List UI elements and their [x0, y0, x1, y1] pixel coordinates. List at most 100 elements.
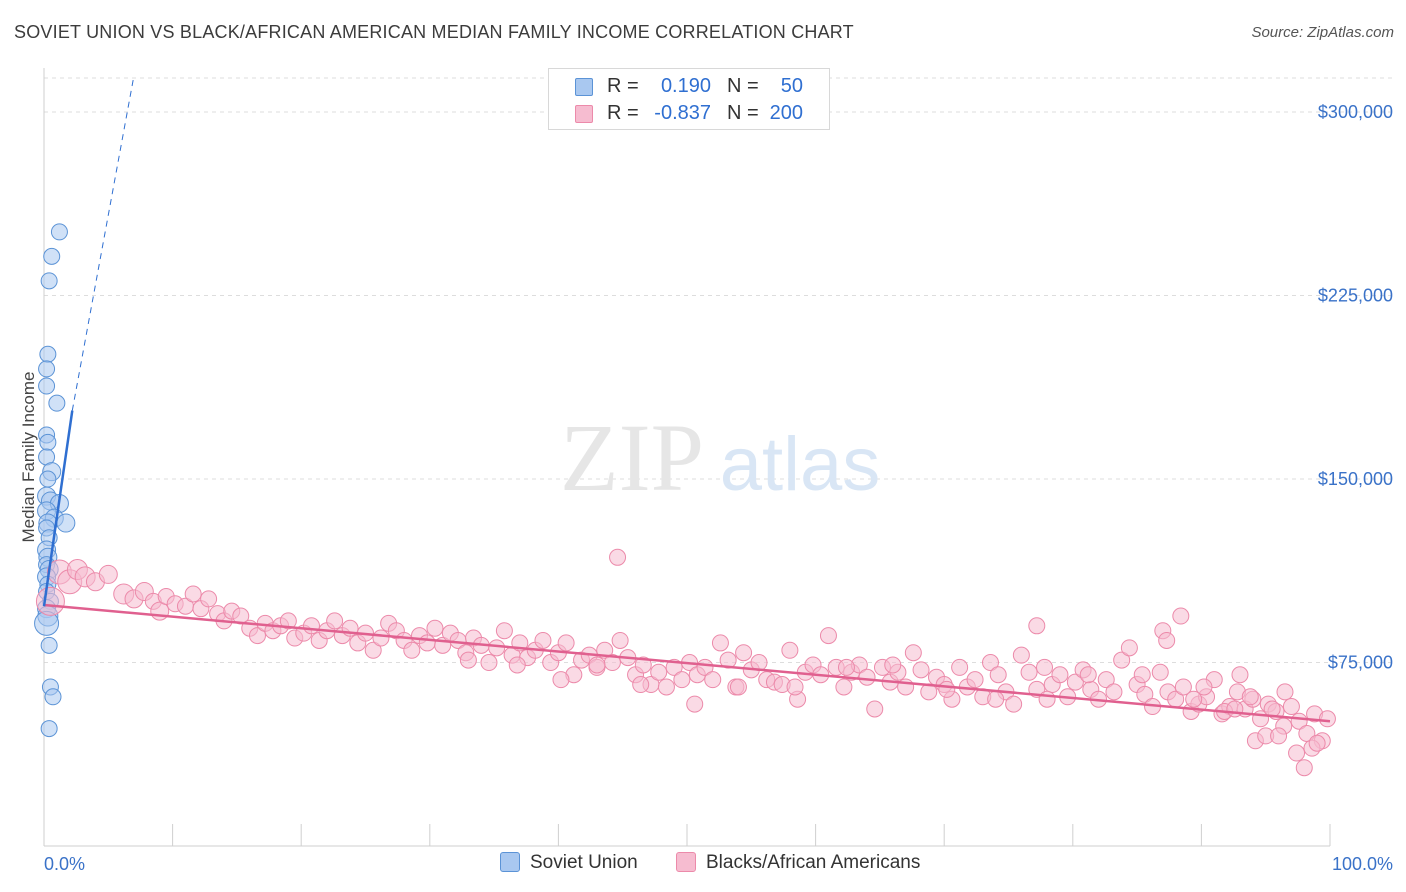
point-soviet	[38, 360, 56, 378]
point-black	[1231, 666, 1249, 684]
point-black	[248, 627, 266, 645]
point-black	[673, 671, 691, 689]
point-black	[1005, 695, 1023, 713]
trend-lines	[42, 75, 1331, 723]
point-black	[1036, 658, 1054, 676]
point-black	[858, 668, 876, 686]
point-black	[951, 658, 969, 676]
point-black	[1308, 734, 1326, 752]
legend-n-label: N =	[727, 102, 759, 124]
point-black	[735, 644, 753, 662]
point-black	[704, 671, 722, 689]
point-black	[1288, 744, 1306, 762]
point-black	[981, 654, 999, 672]
point-black	[1282, 698, 1300, 716]
point-black	[302, 617, 320, 635]
point-black	[1079, 666, 1097, 684]
legend-r-value: 0.190	[660, 75, 711, 97]
point-soviet	[43, 247, 61, 265]
watermark: ZIP atlas	[560, 404, 880, 511]
x-tick-label-right: 100.0%	[1332, 854, 1393, 874]
legend-n-value: 200	[769, 102, 803, 124]
trend-line-soviet	[42, 410, 74, 607]
point-black	[1158, 631, 1176, 649]
point-black	[1276, 683, 1294, 701]
y-axis-label: Median Family Income	[19, 371, 38, 542]
bottom-legend-swatch-black	[676, 852, 696, 872]
point-black	[1038, 690, 1056, 708]
point-black	[1051, 666, 1069, 684]
bottom-legend-black: Blacks/African Americans	[676, 852, 920, 874]
point-black	[1120, 639, 1138, 657]
point-black	[1295, 759, 1313, 777]
legend-swatch-soviet	[575, 78, 593, 96]
point-soviet	[39, 433, 57, 451]
point-black	[904, 644, 922, 662]
point-black	[1136, 685, 1154, 703]
point-black	[1151, 663, 1169, 681]
point-black	[1133, 666, 1151, 684]
watermark-atlas: atlas	[720, 422, 881, 507]
point-black	[835, 678, 853, 696]
point-black	[588, 656, 606, 674]
point-black	[1241, 688, 1259, 706]
legend-n-value: 50	[780, 75, 803, 97]
point-black	[364, 641, 382, 659]
point-black	[989, 666, 1007, 684]
legend-row-black: R = -0.837 N = 200	[549, 101, 829, 127]
point-black	[488, 639, 506, 657]
source-label: Source: ZipAtlas.com	[1251, 24, 1394, 41]
point-black	[837, 658, 855, 676]
point-soviet	[40, 720, 58, 738]
point-black	[1195, 678, 1213, 696]
point-black	[938, 680, 956, 698]
point-black	[1113, 651, 1131, 669]
point-black	[426, 619, 444, 637]
watermark-zip: ZIP	[560, 404, 704, 511]
point-black	[711, 634, 729, 652]
point-black	[459, 651, 477, 669]
point-black	[552, 671, 570, 689]
legend-r-label: R =	[607, 75, 639, 97]
y-tick-label: $75,000	[1328, 653, 1393, 673]
point-black	[966, 671, 984, 689]
point-soviet	[40, 636, 58, 654]
point-soviet	[39, 345, 57, 363]
point-soviet	[39, 470, 57, 488]
legend-r-label: R =	[607, 102, 639, 124]
point-black	[686, 695, 704, 713]
point-black	[403, 641, 421, 659]
y-tick-label: $300,000	[1318, 102, 1393, 122]
point-black	[657, 678, 675, 696]
point-soviet	[38, 377, 56, 395]
point-black	[1028, 617, 1046, 635]
point-black	[1172, 607, 1190, 625]
point-black	[184, 585, 202, 603]
point-black	[987, 690, 1005, 708]
point-black	[508, 656, 526, 674]
x-tick-label-left: 0.0%	[44, 854, 85, 874]
bottom-legend-label-soviet: Soviet Union	[530, 852, 638, 873]
point-black	[557, 634, 575, 652]
legend-swatch-black	[575, 105, 593, 123]
point-black	[1020, 663, 1038, 681]
point-black	[98, 564, 118, 584]
point-soviet	[44, 688, 62, 706]
tick-labels: $75,000 $150,000 $225,000 $300,000	[1318, 102, 1393, 672]
point-soviet	[48, 394, 66, 412]
point-black	[1174, 678, 1192, 696]
point-black	[609, 548, 627, 566]
point-black	[632, 676, 650, 694]
legend-n-label: N =	[727, 75, 759, 97]
bottom-legend-swatch-soviet	[500, 852, 520, 872]
trend-line-black	[43, 603, 1331, 723]
point-black	[650, 663, 668, 681]
y-tick-label: $225,000	[1318, 286, 1393, 306]
point-black	[418, 634, 436, 652]
point-black	[1066, 673, 1084, 691]
point-black	[495, 622, 513, 640]
point-black	[1226, 700, 1244, 718]
bottom-legend-soviet: Soviet Union	[500, 852, 638, 874]
point-black	[279, 612, 297, 630]
point-black	[35, 586, 65, 616]
